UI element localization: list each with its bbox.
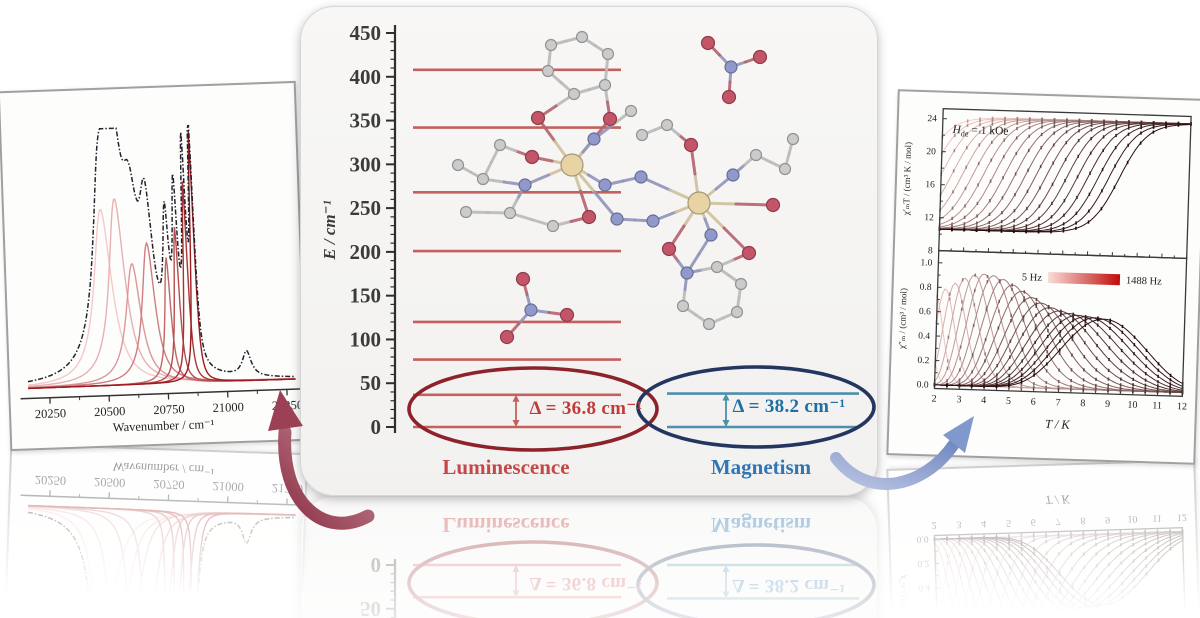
svg-text:6: 6	[1031, 516, 1036, 527]
luminescence-arrow-icon	[268, 390, 375, 530]
svg-text:11: 11	[1152, 400, 1162, 411]
svg-text:1.0: 1.0	[920, 258, 932, 268]
svg-text:Wavenumber / cm⁻¹: Wavenumber / cm⁻¹	[113, 460, 215, 478]
svg-text:T / K: T / K	[1045, 417, 1071, 432]
svg-text:0.4: 0.4	[918, 331, 930, 341]
svg-text:5: 5	[1006, 396, 1011, 407]
svg-text:6: 6	[1031, 397, 1036, 408]
svg-text:150: 150	[350, 284, 382, 308]
svg-text:300: 300	[350, 152, 382, 176]
svg-text:7: 7	[1055, 515, 1060, 526]
svg-text:0: 0	[371, 415, 382, 439]
svg-text:0: 0	[371, 553, 382, 577]
svg-text:2: 2	[931, 393, 936, 404]
magnetism-label: Magnetism	[710, 513, 812, 537]
luminescence-label: Luminescence	[442, 513, 570, 537]
svg-text:χ″ₘ / (cm³ / mol): χ″ₘ / (cm³ / mol)	[897, 574, 909, 618]
energy-diagram-card: 0 50 100 150 200 250 300 350 400 450 E / cm⁻¹ Δ = …	[300, 6, 878, 496]
svg-text:100: 100	[350, 327, 382, 351]
svg-text:8: 8	[928, 246, 933, 256]
svg-text:20500: 20500	[94, 404, 126, 419]
svg-text:350: 350	[350, 109, 382, 133]
svg-text:50: 50	[360, 371, 381, 395]
red-delta-label: Δ = 36.8 cm⁻¹	[529, 573, 643, 594]
svg-text:21000: 21000	[212, 479, 244, 494]
red-delta-label: Δ = 36.8 cm⁻¹	[529, 398, 643, 419]
svg-text:0.6: 0.6	[919, 607, 931, 617]
svg-text:5 Hz: 5 Hz	[1022, 272, 1043, 284]
svg-text:12: 12	[924, 213, 934, 223]
svg-text:250: 250	[350, 196, 382, 220]
magnetism-label: Magnetism	[710, 455, 812, 479]
molecule-structure	[451, 30, 800, 345]
svg-text:χ″ₘ / (cm³ / mol): χ″ₘ / (cm³ / mol)	[897, 288, 909, 350]
luminescence-label: Luminescence	[442, 455, 570, 479]
blue-delta-label: Δ = 38.2 cm⁻¹	[732, 575, 846, 596]
svg-text:20250: 20250	[35, 473, 67, 488]
svg-text:1488 Hz: 1488 Hz	[1126, 275, 1163, 287]
svg-text:0.0: 0.0	[917, 380, 929, 390]
svg-text:20250: 20250	[35, 406, 67, 421]
blue-delta-label: Δ = 38.2 cm⁻¹	[732, 396, 846, 417]
svg-text:2: 2	[931, 519, 936, 530]
magnetism-panel: 8 12 16 20 24 0.0 0.2 0.4 0.6 0.8 1.0 2 3 4 5 6 7 8 9 10 11 1…	[886, 89, 1200, 465]
svg-text:Wavenumber / cm⁻¹: Wavenumber / cm⁻¹	[113, 417, 215, 435]
svg-text:12: 12	[1177, 401, 1187, 412]
svg-text:4: 4	[981, 395, 986, 406]
svg-text:8: 8	[1080, 398, 1085, 409]
svg-text:3: 3	[956, 394, 961, 405]
svg-text:11: 11	[1152, 512, 1162, 523]
svg-text:0.4: 0.4	[918, 582, 930, 592]
svg-text:9: 9	[1105, 399, 1110, 410]
svg-text:12: 12	[1177, 512, 1187, 523]
svg-text:0.2: 0.2	[917, 356, 929, 366]
svg-text:3: 3	[956, 519, 961, 530]
svg-text:20750: 20750	[153, 477, 185, 492]
svg-text:0.6: 0.6	[919, 307, 931, 317]
svg-text:200: 200	[350, 240, 382, 264]
susceptibility-charts: 8 12 16 20 24 0.0 0.2 0.4 0.6 0.8 1.0 2 3 4 5 6 7 8 9 10 11 1…	[897, 108, 1192, 432]
svg-text:24: 24	[927, 114, 937, 124]
energy-level-diagram: 0 50 100 150 200 250 300 350 400 450 E / cm⁻¹	[320, 21, 876, 452]
svg-text:50: 50	[360, 597, 381, 618]
magnetism-arrow-icon	[830, 416, 974, 490]
svg-text:Hdc = 1 kOe: Hdc = 1 kOe	[951, 124, 1008, 140]
svg-text:9: 9	[1105, 514, 1110, 525]
svg-text:10: 10	[1127, 513, 1137, 524]
svg-text:5: 5	[1006, 517, 1011, 528]
svg-text:21000: 21000	[212, 400, 244, 415]
svg-text:8: 8	[1080, 515, 1085, 526]
svg-text:E / cm⁻¹: E / cm⁻¹	[320, 200, 339, 260]
svg-text:20: 20	[926, 147, 936, 157]
svg-text:20750: 20750	[153, 402, 185, 417]
svg-text:0.0: 0.0	[917, 533, 929, 543]
svg-text:0.8: 0.8	[920, 283, 932, 293]
svg-text:16: 16	[925, 180, 935, 190]
svg-text:χ′ₘT / (cm³ K / mol): χ′ₘT / (cm³ K / mol)	[901, 142, 913, 217]
svg-text:20500: 20500	[94, 475, 126, 490]
svg-text:0.2: 0.2	[917, 558, 929, 568]
svg-text:400: 400	[350, 65, 382, 89]
svg-text:10: 10	[1127, 400, 1137, 411]
svg-text:4: 4	[981, 518, 986, 529]
svg-text:450: 450	[350, 21, 382, 45]
svg-text:T / K: T / K	[1045, 492, 1071, 507]
svg-text:7: 7	[1055, 397, 1060, 408]
